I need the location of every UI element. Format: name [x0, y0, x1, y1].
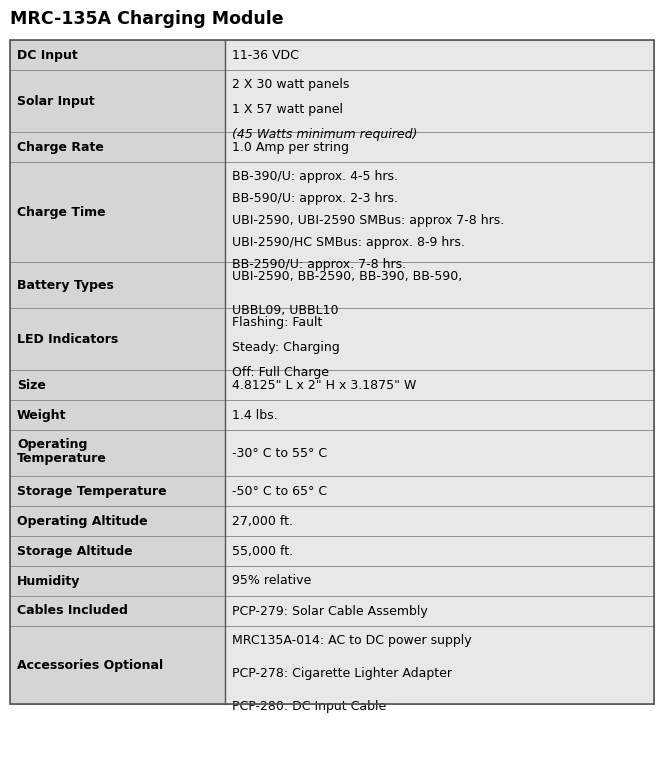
Text: Charge Time: Charge Time [17, 206, 106, 219]
Text: BB-590/U: approx. 2-3 hrs.: BB-590/U: approx. 2-3 hrs. [232, 192, 398, 205]
Bar [225, 400, 654, 430]
Bar [10, 400, 225, 430]
Bar [225, 162, 654, 262]
Bar [10, 262, 225, 308]
Text: 1.0 Amp per string: 1.0 Amp per string [232, 141, 349, 154]
Text: DC Input: DC Input [17, 48, 78, 61]
Bar [10, 536, 225, 566]
Bar [225, 262, 654, 308]
Bar [225, 40, 654, 70]
Text: 1.4 lbs.: 1.4 lbs. [232, 409, 278, 422]
Bar [10, 132, 225, 162]
Bar [10, 370, 225, 400]
Bar [225, 370, 654, 400]
Text: Solar Input: Solar Input [17, 95, 95, 108]
Text: UBI-2590, UBI-2590 SMBus: approx 7-8 hrs.: UBI-2590, UBI-2590 SMBus: approx 7-8 hrs… [232, 214, 504, 227]
Text: (45 Watts minimum required): (45 Watts minimum required) [232, 128, 418, 141]
Text: UBI-2590/HC SMBus: approx. 8-9 hrs.: UBI-2590/HC SMBus: approx. 8-9 hrs. [232, 236, 465, 249]
Bar [10, 430, 225, 476]
Text: 4.8125" L x 2" H x 3.1875" W: 4.8125" L x 2" H x 3.1875" W [232, 379, 416, 392]
Text: PCP-279: Solar Cable Assembly: PCP-279: Solar Cable Assembly [232, 604, 428, 617]
Bar [10, 596, 225, 626]
Text: Accessories Optional: Accessories Optional [17, 659, 163, 672]
Bar [10, 40, 654, 704]
Text: Size: Size [17, 379, 46, 392]
Text: Charge Rate: Charge Rate [17, 141, 104, 154]
Bar [225, 70, 654, 132]
Text: Off: Full Charge: Off: Full Charge [232, 366, 329, 379]
Text: Steady: Charging: Steady: Charging [232, 341, 340, 354]
Bar [225, 596, 654, 626]
Text: Storage Altitude: Storage Altitude [17, 545, 133, 558]
Bar [225, 506, 654, 536]
Text: 95% relative: 95% relative [232, 575, 311, 588]
Text: PCP-280: DC Input Cable: PCP-280: DC Input Cable [232, 700, 386, 713]
Bar [10, 308, 225, 370]
Bar [225, 566, 654, 596]
Bar [225, 476, 654, 506]
Text: Flashing: Fault: Flashing: Fault [232, 316, 323, 329]
Text: Temperature: Temperature [17, 452, 107, 465]
Text: 27,000 ft.: 27,000 ft. [232, 515, 293, 528]
Bar [10, 506, 225, 536]
Text: 1 X 57 watt panel: 1 X 57 watt panel [232, 103, 343, 116]
Text: Humidity: Humidity [17, 575, 80, 588]
Text: UBI-2590, BB-2590, BB-390, BB-590,: UBI-2590, BB-2590, BB-390, BB-590, [232, 270, 462, 283]
Bar [225, 308, 654, 370]
Text: -30° C to 55° C: -30° C to 55° C [232, 447, 327, 460]
Text: -50° C to 65° C: -50° C to 65° C [232, 484, 327, 497]
Text: LED Indicators: LED Indicators [17, 333, 118, 346]
Text: PCP-278: Cigarette Lighter Adapter: PCP-278: Cigarette Lighter Adapter [232, 667, 452, 680]
Bar [10, 70, 225, 132]
Bar [10, 566, 225, 596]
Text: MRC-135A Charging Module: MRC-135A Charging Module [10, 10, 284, 28]
Bar [10, 626, 225, 704]
Text: 11-36 VDC: 11-36 VDC [232, 48, 299, 61]
Bar [225, 132, 654, 162]
Text: Weight: Weight [17, 409, 66, 422]
Bar [10, 476, 225, 506]
Bar [225, 430, 654, 476]
Text: Cables Included: Cables Included [17, 604, 128, 617]
Bar [225, 626, 654, 704]
Text: Operating Altitude: Operating Altitude [17, 515, 147, 528]
Text: Battery Types: Battery Types [17, 278, 114, 291]
Text: Storage Temperature: Storage Temperature [17, 484, 167, 497]
Text: 55,000 ft.: 55,000 ft. [232, 545, 293, 558]
Text: Operating: Operating [17, 438, 88, 451]
Bar [10, 40, 225, 70]
Bar [10, 162, 225, 262]
Text: 2 X 30 watt panels: 2 X 30 watt panels [232, 78, 349, 91]
Bar [225, 536, 654, 566]
Text: UBBL09, UBBL10: UBBL09, UBBL10 [232, 304, 339, 317]
Text: BB-390/U: approx. 4-5 hrs.: BB-390/U: approx. 4-5 hrs. [232, 170, 398, 183]
Text: MRC135A-014: AC to DC power supply: MRC135A-014: AC to DC power supply [232, 634, 471, 647]
Text: BB-2590/U: approx. 7-8 hrs.: BB-2590/U: approx. 7-8 hrs. [232, 258, 406, 271]
